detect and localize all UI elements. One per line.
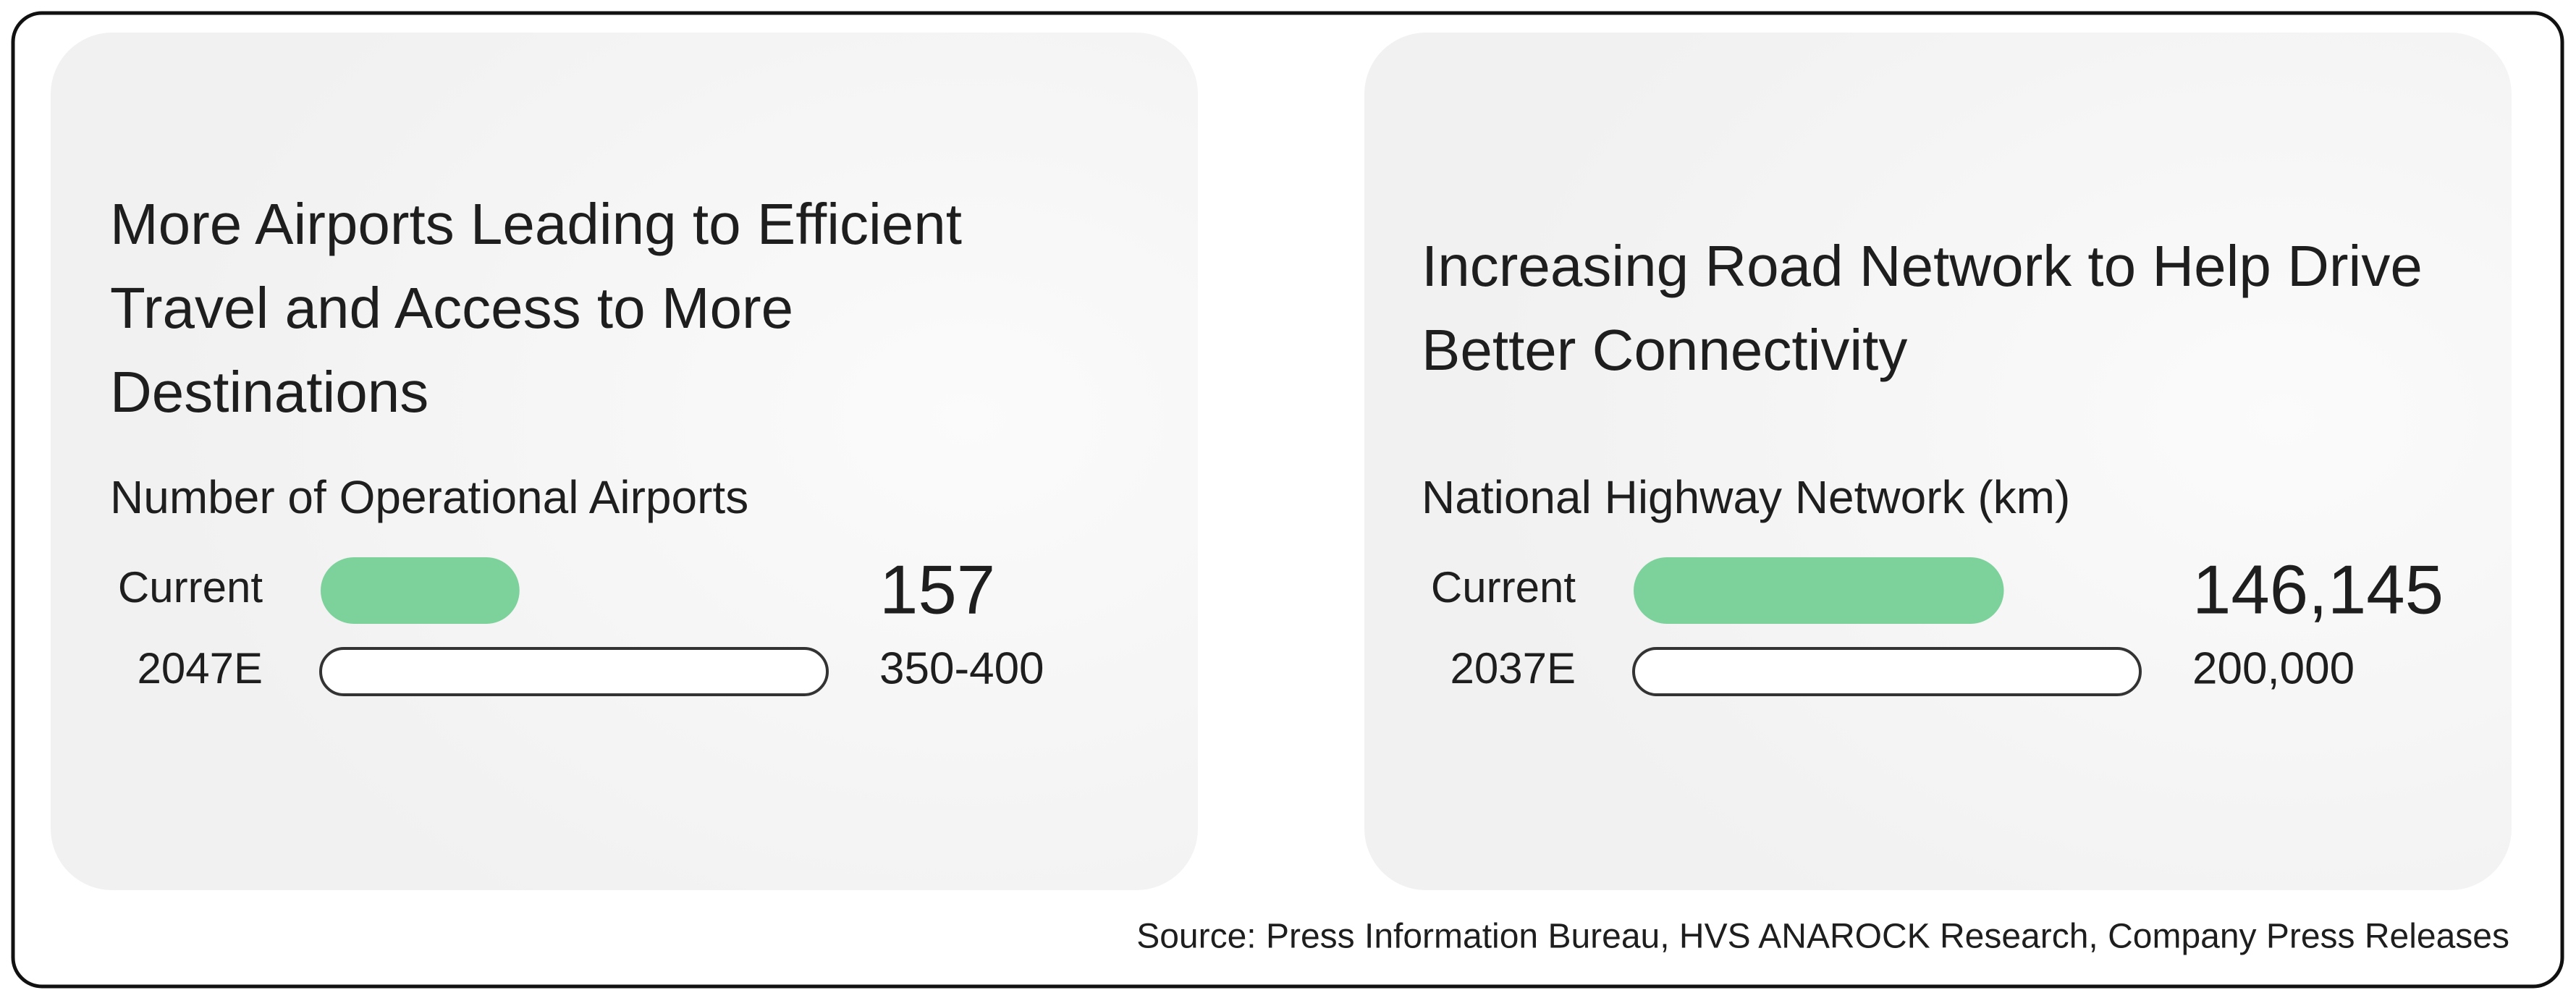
metric-label: National Highway Network (km)	[1422, 471, 2070, 523]
bar	[1634, 557, 2004, 624]
row-label: Current	[118, 563, 263, 612]
panel	[51, 33, 1198, 890]
value-label: 200,000	[2192, 643, 2355, 693]
source-note: Source: Press Information Bureau, HVS AN…	[1136, 918, 2509, 956]
bar	[319, 647, 829, 696]
panel-title: More Airports Leading to Efficient Travel…	[110, 192, 962, 424]
value-label: 157	[879, 551, 995, 628]
row-label: 2047E	[138, 644, 263, 693]
bar	[321, 557, 520, 624]
metric-label: Number of Operational Airports	[110, 471, 748, 523]
value-label: 350-400	[879, 643, 1044, 693]
panel	[1364, 33, 2512, 890]
row-label: Current	[1431, 563, 1576, 612]
value-label: 146,145	[2192, 551, 2444, 628]
bar	[1632, 647, 2142, 696]
row-label: 2037E	[1450, 644, 1576, 693]
panel-title: Increasing Road Network to Help Drive Bet…	[1422, 234, 2423, 382]
